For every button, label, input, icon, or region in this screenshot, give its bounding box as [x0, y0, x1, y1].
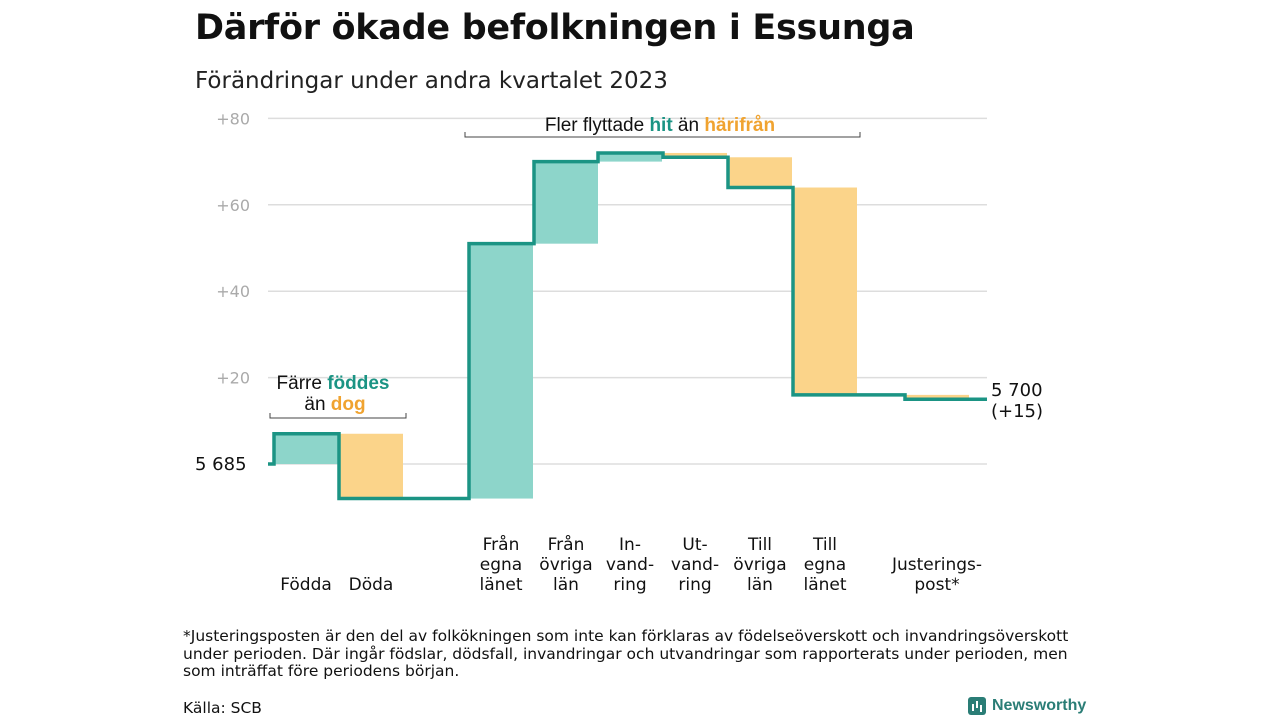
x-tick-label: egna	[804, 555, 846, 575]
bar	[905, 394, 969, 400]
bar	[598, 152, 662, 162]
bars	[274, 152, 969, 499]
x-tick-label: övriga	[539, 555, 592, 575]
x-tick-label: In-	[619, 535, 641, 555]
end-value-label: 5 700	[991, 380, 1043, 401]
x-tick-label: Till	[747, 535, 772, 555]
x-tick-label: egna	[480, 555, 522, 575]
bar	[274, 433, 338, 464]
bar	[793, 187, 857, 395]
bar-chart-icon	[968, 697, 986, 715]
annotation-migration: Fler flyttade hit än härifrån	[545, 115, 775, 136]
y-axis: +20 +40 +60 +80	[216, 109, 987, 465]
start-value-label: 5 685	[195, 454, 247, 475]
annotation-births-deaths: Färre föddes	[277, 373, 390, 394]
x-tick-label: vand-	[606, 555, 654, 575]
end-value-label: (+15)	[991, 401, 1043, 422]
x-tick-label: post*	[914, 575, 959, 595]
x-tick-label: länet	[479, 575, 522, 595]
x-tick-label: Födda	[280, 575, 332, 595]
y-tick-label: +80	[216, 109, 250, 128]
bar	[534, 161, 598, 244]
x-tick-label: län	[747, 575, 773, 595]
chart-title: Därför ökade befolkningen i Essunga	[195, 8, 915, 48]
y-tick-label: +40	[216, 282, 250, 301]
bar	[469, 243, 533, 499]
x-axis: Födda DödaFrånegnalänetFrånövrigalänIn-va…	[280, 534, 982, 595]
x-tick-label: länet	[803, 575, 846, 595]
x-tick-label: Från	[548, 534, 585, 555]
brand-name: Newsworthy	[992, 697, 1087, 714]
x-tick-label: Till	[812, 535, 837, 555]
x-tick-label: län	[553, 575, 579, 595]
x-tick-label: övriga	[733, 555, 786, 575]
x-tick-label: Justerings-	[891, 555, 982, 575]
brand-logo: Newsworthy	[968, 697, 1086, 715]
bar	[339, 433, 403, 499]
x-tick-label: Ut-	[682, 535, 707, 555]
source-note: Källa: SCB	[183, 699, 262, 717]
x-tick-label: vand-	[671, 555, 719, 575]
y-tick-label: +60	[216, 196, 250, 215]
x-tick-label: Döda	[349, 575, 394, 595]
bar	[728, 157, 792, 188]
bar	[663, 152, 727, 158]
y-tick-label: +20	[216, 369, 250, 388]
footnote: *Justeringsposten är den del av folkökni…	[183, 627, 1069, 680]
x-tick-label: Från	[483, 534, 520, 555]
annotation-bracket	[464, 132, 861, 138]
annotation-births-deaths: än dog	[304, 394, 365, 415]
x-tick-label: ring	[613, 575, 646, 595]
x-tick-label: ring	[678, 575, 711, 595]
chart-subtitle: Förändringar under andra kvartalet 2023	[195, 68, 668, 94]
annotation-bracket	[269, 413, 407, 419]
cumulative-line	[268, 151, 987, 501]
